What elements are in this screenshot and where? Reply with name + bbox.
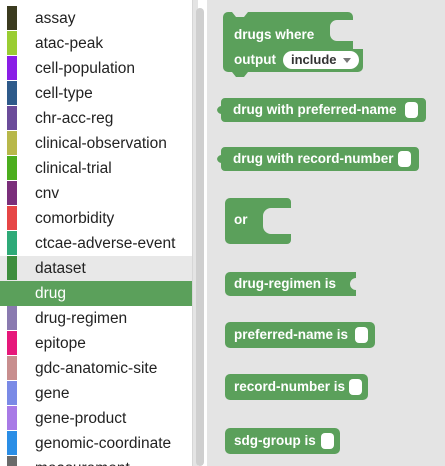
category-color-swatch <box>7 206 17 230</box>
flyout-scrollbar[interactable] <box>196 8 204 466</box>
category-chr-acc-reg[interactable]: chr-acc-reg <box>0 106 192 131</box>
category-measurement[interactable]: measurement <box>0 456 192 466</box>
category-clinical-trial[interactable]: clinical-trial <box>0 156 192 181</box>
category-label: chr-acc-reg <box>35 110 114 127</box>
category-toolbox: assay atac-peak cell-population cell-type ch… <box>0 0 193 466</box>
preferred-name-is-block[interactable]: preferred-name is <box>225 322 375 348</box>
category-color-swatch <box>7 331 17 355</box>
sdg-group-is-block[interactable]: sdg-group is <box>225 428 340 454</box>
category-color-swatch <box>7 106 17 130</box>
category-genomic-coordinate[interactable]: genomic-coordinate <box>0 431 192 456</box>
block-shape <box>225 322 375 348</box>
category-gene[interactable]: gene <box>0 381 192 406</box>
block-label: preferred-name is <box>234 327 349 342</box>
category-label: measurement <box>35 460 130 466</box>
block-label: drug-regimen is <box>234 276 337 291</box>
category-epitope[interactable]: epitope <box>0 331 192 356</box>
block-label: record-number is <box>234 379 346 394</box>
category-label: assay <box>35 10 76 27</box>
category-label: dataset <box>35 260 86 277</box>
drugs-where-block[interactable]: drugs where output include <box>223 12 363 77</box>
drugs-where-label: drugs where <box>234 27 315 42</box>
output-dropdown-value: include <box>291 52 337 67</box>
category-label: drug-regimen <box>35 310 128 327</box>
block-shape <box>225 374 368 400</box>
sdg-group-is-input-slot[interactable] <box>321 433 334 449</box>
or-block[interactable]: or <box>225 198 291 244</box>
block-label: drug with preferred-name <box>233 102 397 117</box>
category-label: gdc-anatomic-site <box>35 360 158 377</box>
category-color-swatch <box>7 181 17 205</box>
drug-with-preferred-name-block[interactable]: drug with preferred-name <box>217 98 426 122</box>
output-dropdown[interactable]: include <box>283 51 359 69</box>
or-label: or <box>234 212 248 227</box>
category-label: ctcae-adverse-event <box>35 235 176 252</box>
category-label: epitope <box>35 335 86 352</box>
preferred-name-is-input-slot[interactable] <box>355 327 368 343</box>
category-label: comorbidity <box>35 210 115 227</box>
category-drug-regimen[interactable]: drug-regimen <box>0 306 192 331</box>
block-shape <box>225 428 340 454</box>
category-label: gene <box>35 385 70 402</box>
category-color-swatch <box>7 406 17 430</box>
category-color-swatch <box>7 281 17 305</box>
record-number-input-slot[interactable] <box>398 151 411 167</box>
category-ctcae-adverse-event[interactable]: ctcae-adverse-event <box>0 231 192 256</box>
category-label: genomic-coordinate <box>35 435 172 452</box>
category-color-swatch <box>7 431 17 455</box>
chevron-down-icon <box>342 58 351 63</box>
block-shape <box>225 272 356 296</box>
category-cnv[interactable]: cnv <box>0 181 192 206</box>
category-label: cnv <box>35 185 60 202</box>
category-gdc-anatomic-site[interactable]: gdc-anatomic-site <box>0 356 192 381</box>
category-color-swatch <box>7 156 17 180</box>
category-drug[interactable]: drug <box>0 281 192 306</box>
category-cell-population[interactable]: cell-population <box>0 56 192 81</box>
category-color-swatch <box>7 356 17 380</box>
category-gene-product[interactable]: gene-product <box>0 406 192 431</box>
category-color-swatch <box>7 456 17 466</box>
or-block-shape <box>225 198 291 244</box>
category-comorbidity[interactable]: comorbidity <box>0 206 192 231</box>
category-color-swatch <box>7 56 17 80</box>
category-color-swatch <box>7 81 17 105</box>
category-color-swatch <box>7 306 17 330</box>
category-clinical-observation[interactable]: clinical-observation <box>0 131 192 156</box>
category-assay[interactable]: assay <box>0 6 192 31</box>
category-label: clinical-trial <box>35 160 112 177</box>
category-color-swatch <box>7 31 17 55</box>
block-label: drug with record-number <box>233 151 394 166</box>
drug-with-record-number-block[interactable]: drug with record-number <box>217 147 419 171</box>
category-color-swatch <box>7 256 17 280</box>
category-color-swatch <box>7 381 17 405</box>
category-dataset[interactable]: dataset <box>0 256 192 281</box>
category-label: cell-population <box>35 60 135 77</box>
block-label: sdg-group is <box>234 433 316 448</box>
category-label: gene-product <box>35 410 127 427</box>
category-color-swatch <box>7 6 17 30</box>
category-color-swatch <box>7 131 17 155</box>
category-atac-peak[interactable]: atac-peak <box>0 31 192 56</box>
category-color-swatch <box>7 231 17 255</box>
category-cell-type[interactable]: cell-type <box>0 81 192 106</box>
category-label: cell-type <box>35 85 93 102</box>
block-shape <box>217 98 426 122</box>
drug-regimen-is-block[interactable]: drug-regimen is <box>225 272 356 296</box>
record-number-is-block[interactable]: record-number is <box>225 374 368 400</box>
block-shape <box>217 147 419 171</box>
record-number-is-input-slot[interactable] <box>349 379 362 395</box>
flyout-divider <box>193 0 198 466</box>
output-label: output <box>234 52 276 67</box>
category-label: drug <box>35 285 67 302</box>
category-label: clinical-observation <box>35 135 167 152</box>
block-flyout: drugs where output include drug with pre… <box>207 0 445 466</box>
preferred-name-input-slot[interactable] <box>405 102 418 118</box>
category-label: atac-peak <box>35 35 104 52</box>
